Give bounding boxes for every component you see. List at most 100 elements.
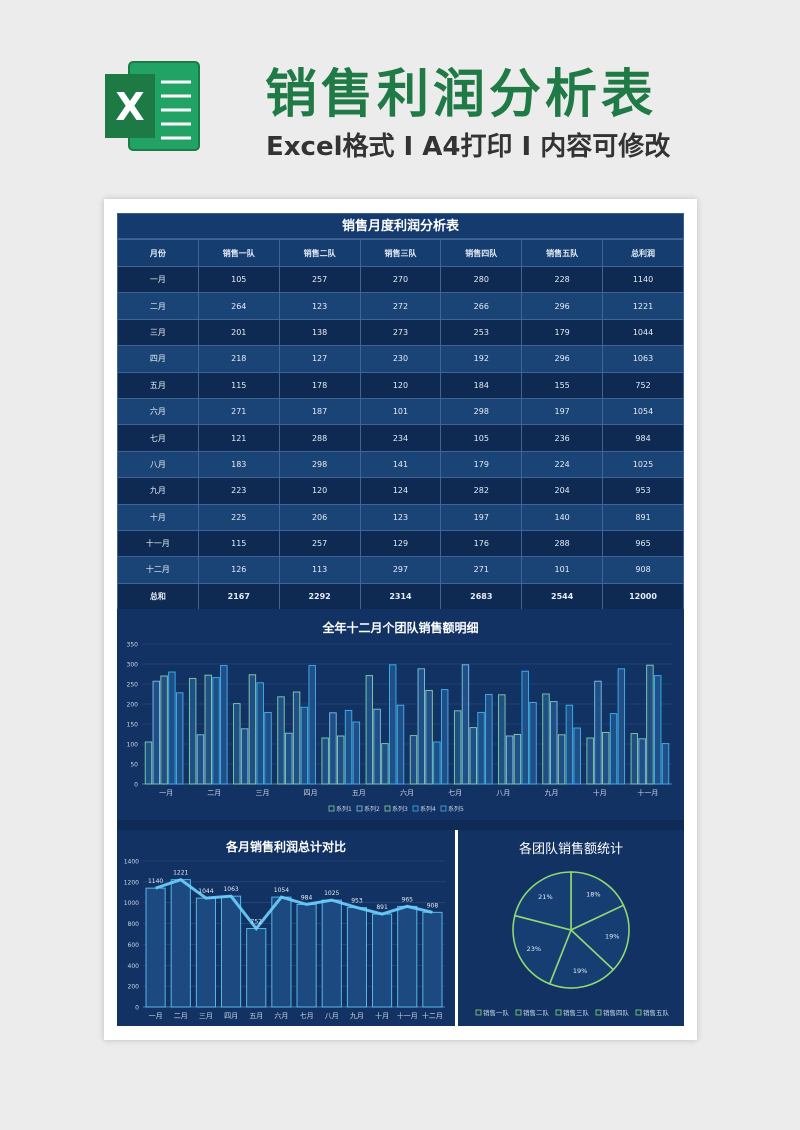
table-row: 八月 183 298 141 179 224 1025	[117, 450, 684, 479]
table-cell: 126	[197, 556, 280, 584]
chart3-legend-swatch	[475, 1009, 482, 1016]
table-cell: 273	[359, 318, 442, 347]
table-row: 七月 121 288 234 105 236 984	[117, 424, 684, 452]
chart1-bar	[573, 727, 581, 785]
chart1-bar	[617, 668, 626, 785]
chart1-bar	[381, 743, 389, 785]
chart1-x-tick-label: 九月	[545, 788, 559, 797]
chart1-bar	[521, 670, 529, 785]
team-monthly-chart: 全年十二月个团队销售额明细 0 50 100 150 200 250 300 350 一月 二月 三…	[117, 609, 684, 820]
table-cell: 206	[278, 503, 361, 531]
table-cell: 141	[359, 450, 442, 479]
chart1-x-tick-label: 七月	[448, 788, 462, 797]
table-cell: 129	[359, 529, 442, 558]
chart2-bar	[195, 897, 216, 1008]
chart1-bar	[594, 680, 602, 785]
chart2-y-tick-label: 1000	[124, 900, 139, 907]
table-cell: 234	[359, 424, 442, 452]
table-cell: 296	[521, 345, 604, 373]
table-cell: 123	[359, 503, 442, 531]
table-cell: 124	[359, 477, 442, 505]
chart2-data-label: 1025	[324, 890, 339, 897]
table-cell: 155	[521, 371, 604, 399]
chart2-x-tick-label: 七月	[300, 1011, 314, 1020]
table-cell: 183	[197, 450, 280, 479]
chart2-x-tick-label: 五月	[249, 1012, 263, 1020]
table-cell: 908	[602, 556, 684, 584]
chart2-y-tick-label: 800	[128, 921, 140, 928]
chart1-bar	[654, 675, 662, 785]
chart1-x-tick-label: 三月	[255, 789, 269, 797]
table-header-cell: 销售三队	[359, 239, 442, 267]
chart2-svg: 0 200 400 600 800 1000 1200 1400 一月 二月 三月 四月 五月 六月 七月 八…	[124, 859, 445, 1020]
table-cell: 288	[521, 529, 604, 558]
chart1-bar	[661, 743, 670, 785]
chart1-bar	[321, 737, 329, 785]
section-divider	[117, 820, 684, 830]
chart1-bar	[417, 668, 425, 785]
table-cell: 十一月	[117, 529, 199, 558]
table-row: 十月 225 206 123 197 140 891	[117, 503, 684, 531]
chart1-bar	[550, 701, 558, 785]
table-cell: 225	[197, 503, 280, 531]
table-cell: 288	[278, 424, 361, 452]
table-header-cell: 销售一队	[197, 239, 280, 267]
chart1-bar	[638, 738, 646, 785]
chart1-bar	[212, 677, 220, 785]
chart3-slice	[513, 871, 572, 932]
table-total-row: 总和 2167 2292 2314 2683 2544 12000	[117, 582, 684, 611]
chart2-data-label: 965	[402, 896, 414, 903]
table-row: 一月 105 257 270 280 228 1140	[117, 265, 684, 294]
table-cell: 752	[602, 371, 684, 399]
chart1-bar	[188, 677, 197, 785]
chart1-bar	[630, 733, 639, 785]
chart1-bar	[168, 671, 176, 785]
table-cell: 178	[278, 371, 361, 399]
table-row: 三月 201 138 273 253 179 1044	[117, 318, 684, 347]
chart1-x-tick-label: 二月	[207, 789, 221, 797]
chart1-bar	[542, 693, 550, 785]
table-cell: 891	[602, 503, 684, 531]
chart3-legend-swatch	[635, 1009, 642, 1016]
chart3-legend-swatch	[515, 1009, 522, 1016]
chart1-bar	[264, 711, 272, 785]
chart3-slice-label: 23%	[527, 945, 541, 953]
chart1-bar	[144, 741, 153, 785]
chart3-legend-label: 销售四队	[603, 1008, 630, 1017]
table-cell: 140	[521, 503, 604, 531]
chart3-slice	[512, 914, 573, 985]
chart1-x-tick-label: 十月	[593, 788, 607, 797]
chart1-bar	[196, 734, 205, 785]
chart1-bar	[409, 735, 418, 785]
chart2-data-label: 1044	[198, 888, 213, 895]
chart3-slice-label: 18%	[586, 891, 600, 899]
chart1-legend-label: 系列1	[336, 805, 352, 813]
table-cell: 1063	[602, 345, 684, 373]
table-cell: 八月	[117, 450, 199, 479]
chart1-y-tick-label: 0	[134, 782, 138, 789]
chart1-bar	[440, 689, 449, 785]
table-header-cell: 销售四队	[440, 239, 523, 267]
table-cell: 101	[359, 397, 442, 426]
table-cell: 四月	[117, 345, 199, 373]
chart2-data-label: 752	[251, 919, 263, 926]
chart1-y-tick-label: 250	[127, 682, 139, 689]
table-header-row: 月份 销售一队 销售二队 销售三队 销售四队 销售五队 总利润	[117, 239, 684, 267]
table-cell: 201	[197, 318, 280, 347]
table-row: 十二月 126 113 297 271 101 908	[117, 556, 684, 584]
chart3-slice	[569, 904, 630, 971]
table-row: 二月 264 123 272 266 296 1221	[117, 292, 684, 320]
chart1-bar	[365, 675, 374, 785]
chart1-legend-swatch	[384, 805, 391, 812]
chart2-x-tick-label: 六月	[274, 1011, 288, 1020]
chart1-bar	[498, 694, 506, 785]
table-title: 销售月度利润分析表	[117, 213, 684, 239]
table-total-cell: 2314	[359, 582, 442, 611]
chart1-svg: 0 50 100 150 200 250 300 350 一月 二月 三月 四月 五月 六月 七月 八月 九月 十…	[127, 642, 672, 813]
chart2-y-tick-label: 1400	[124, 859, 139, 866]
page-title: 销售利润分析表	[265, 65, 658, 125]
chart2-bar	[422, 911, 443, 1008]
profit-table-panel: 销售月度利润分析表 月份 销售一队 销售二队 销售三队 销售四队 销售五队 总利润 一月 10…	[117, 213, 684, 611]
table-cell: 253	[440, 318, 523, 347]
chart3-legend-label: 销售一队	[483, 1008, 510, 1017]
